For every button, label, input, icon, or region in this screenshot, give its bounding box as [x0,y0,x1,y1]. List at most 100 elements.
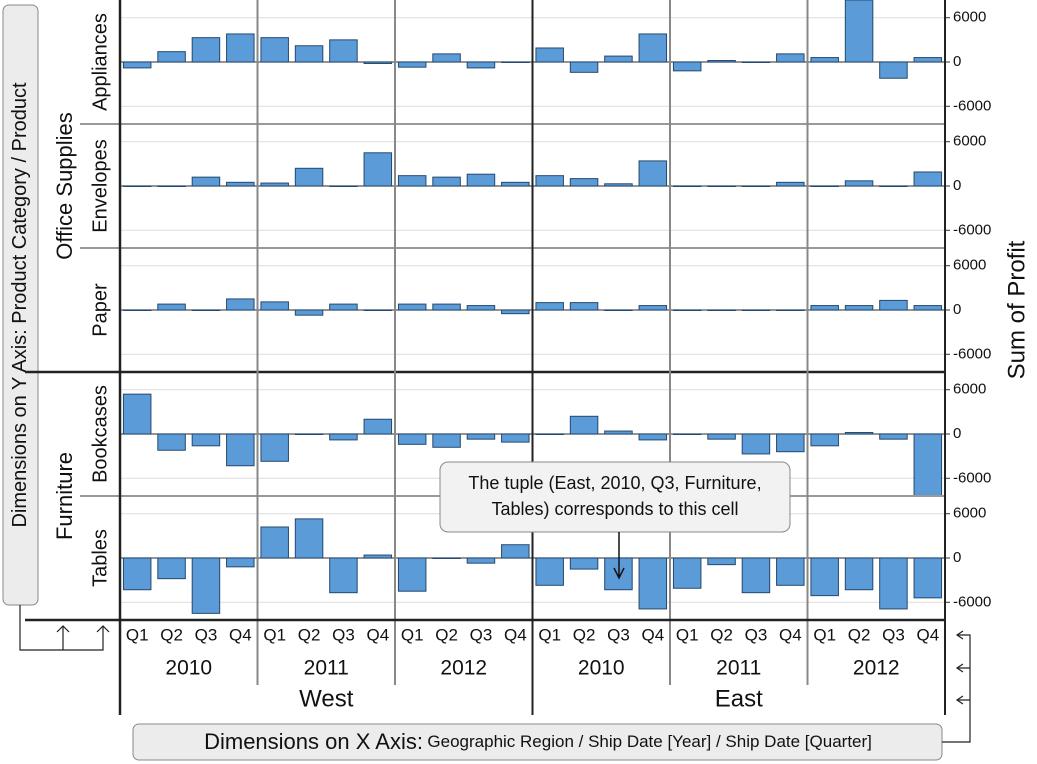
bar [466,61,496,69]
bar [844,180,874,187]
quarter-label: Q1 [676,625,699,644]
bar [844,557,874,591]
connectors [19,605,971,743]
bar [466,433,496,440]
product-label: Paper [89,283,111,337]
y-tick-label: 6000 [953,133,986,150]
quarter-label: Q3 [195,625,218,644]
bar [913,557,943,599]
bar [604,55,633,63]
year-label: 2010 [165,657,212,680]
y-axis-title: Sum of Profit [1003,240,1030,379]
bar [638,305,668,311]
quarter-label: Q3 [882,625,905,644]
bar [810,305,839,311]
bar [672,309,702,311]
bar [741,557,771,594]
bar [432,433,461,448]
bar [432,303,461,311]
quarter-label: Q4 [229,625,252,644]
bar [844,0,874,63]
bar [535,47,564,63]
bar [569,415,599,435]
quarter-label: Q1 [401,625,424,644]
bar [226,433,255,467]
bar [260,37,289,63]
bar [397,557,427,592]
bar [260,301,289,311]
bar [157,433,186,451]
bar [569,302,599,311]
y-tick-label: -6000 [953,97,991,114]
bar [604,183,633,187]
bar [122,393,152,435]
bar [260,526,289,559]
quarter-label: Q4 [504,625,527,644]
bar [432,176,461,187]
region-label: East [715,685,763,712]
y-tick-label: 6000 [953,505,986,522]
bar [294,518,324,559]
bar [810,433,839,447]
quarter-label: Q2 [848,625,871,644]
bar [191,557,221,614]
bar [226,33,255,63]
bar [363,309,393,311]
bar [569,178,599,187]
bar [466,173,496,187]
bar [535,175,564,187]
bar [157,185,186,187]
bar [776,309,805,311]
bar [226,181,255,187]
quarter-label: Q3 [470,625,493,644]
bar [329,557,358,594]
category-label: Furniture [52,452,77,540]
bar [191,309,221,311]
bar [913,171,943,187]
bar [432,53,461,63]
product-label: Appliances [89,13,111,111]
bar [466,305,496,311]
y-tick-label: -6000 [953,345,991,362]
bar [157,51,186,63]
y-tick-label: 6000 [953,381,986,398]
bar [122,185,152,187]
region-label: West [299,685,354,712]
bar [638,557,668,610]
product-label: Tables [89,529,111,587]
bar [638,33,668,63]
bar [535,557,564,586]
year-label: 2011 [304,657,349,680]
x-dims-text: Dimensions on X Axis: Geographic Region … [204,729,872,754]
bar [432,557,461,559]
bar [466,557,496,564]
bar [638,433,668,441]
bar [913,305,943,311]
callout-line: The tuple (East, 2010, Q3, Furniture, [468,473,761,493]
y-dims-label: Dimensions on Y Axis: [9,329,31,527]
year-label: 2012 [440,657,487,680]
quarter-label: Q2 [298,625,321,644]
x-dims: Geographic Region / Ship Date [Year] / S… [427,732,871,751]
bar [363,152,393,187]
bar [776,181,805,187]
bar [879,557,908,610]
bar [226,298,255,311]
bar [501,544,530,559]
y-dims: Product Category / Product [9,82,31,324]
callout-arrow [613,532,625,580]
bar [122,557,152,591]
year-label: 2010 [578,657,625,680]
bar [810,185,839,187]
bar [810,557,839,597]
y-tick-label: 0 [953,53,961,70]
bar [191,176,221,187]
bar [741,433,771,455]
bar [122,309,152,311]
bar [535,302,564,311]
bar [707,60,736,63]
bar [604,430,633,435]
bar [226,557,255,568]
bar [707,557,736,566]
